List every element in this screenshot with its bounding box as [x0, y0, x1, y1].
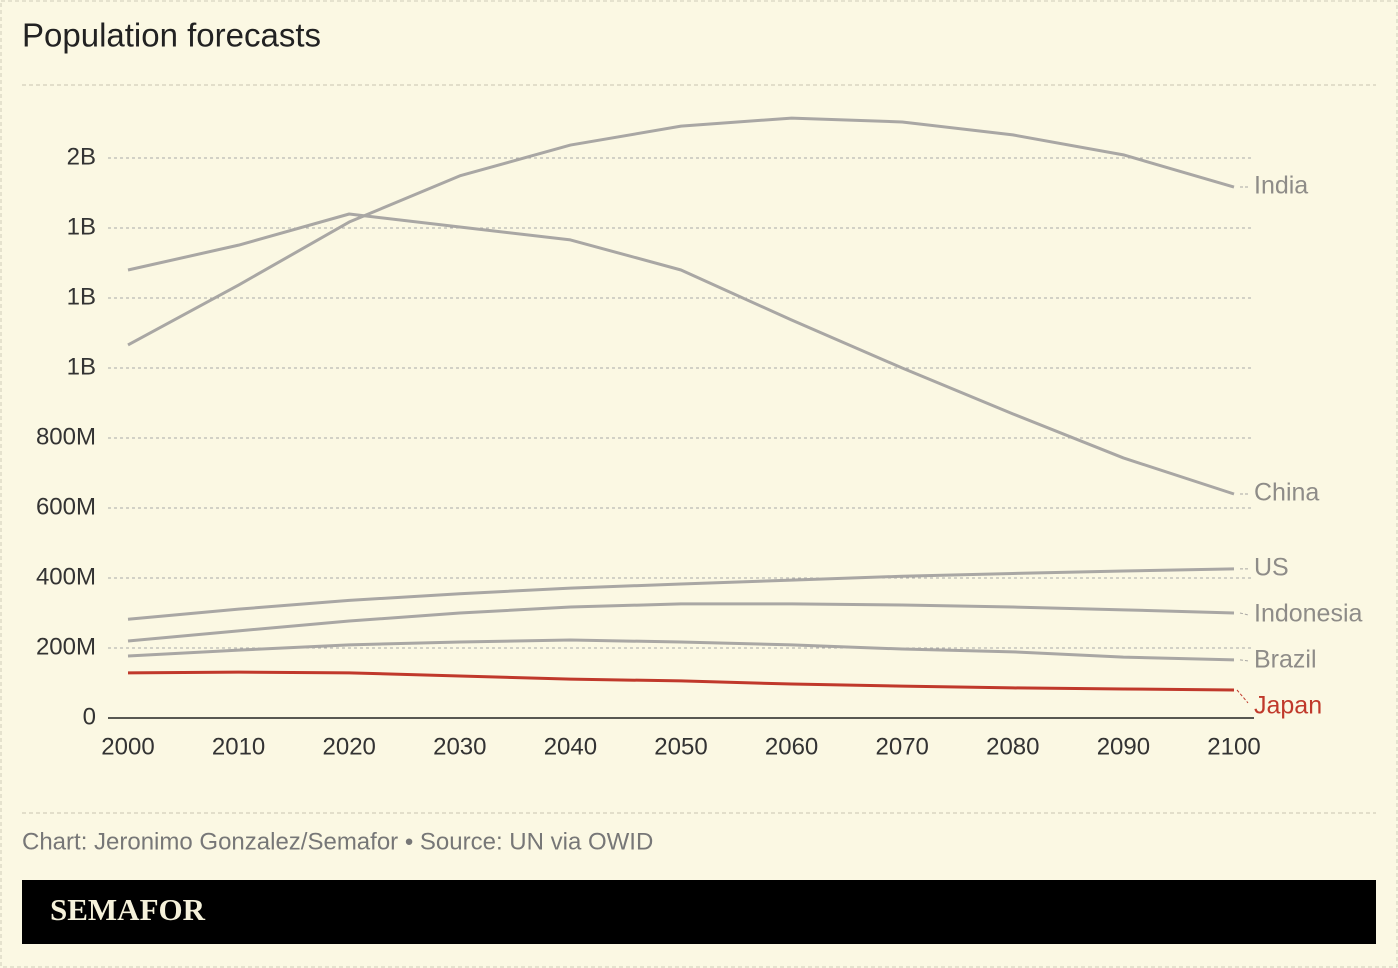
y-tick-label: 2B	[67, 143, 96, 170]
line	[127, 212, 1235, 496]
x-tick-label: 2020	[323, 733, 376, 760]
series-label: Brazil	[1254, 646, 1317, 674]
series-label: India	[1254, 172, 1308, 200]
y-tick-label: 600M	[36, 493, 96, 520]
series-label: China	[1254, 479, 1319, 507]
y-tick-label: 800M	[36, 423, 96, 450]
source: Chart: Jeronimo Gonzalez/Semafor • Sourc…	[22, 828, 653, 855]
x-tick-label: 2030	[433, 733, 486, 760]
brand-bar	[22, 880, 1376, 944]
line	[127, 670, 1235, 692]
line	[127, 567, 1235, 621]
line	[127, 602, 1235, 643]
brand: SEMAFOR	[50, 892, 206, 927]
x-tick-label: 2080	[986, 733, 1039, 760]
y-tick-label: 1B	[67, 213, 96, 240]
x-tick-label: 2090	[1097, 733, 1150, 760]
y-tick-label: 400M	[36, 563, 96, 590]
line	[127, 638, 1235, 662]
series-label: US	[1254, 554, 1289, 582]
y-tick-label: 1B	[67, 283, 96, 310]
leader	[1236, 689, 1249, 704]
y-tick-label: 200M	[36, 633, 96, 660]
leader	[1239, 659, 1249, 662]
y-tick-label: 1B	[67, 353, 96, 380]
series-label: Japan	[1254, 692, 1322, 720]
x-tick-label: 2060	[765, 733, 818, 760]
y-tick-label: 0	[83, 703, 96, 730]
x-tick-label: 2050	[654, 733, 707, 760]
x-tick-label: 2040	[544, 733, 597, 760]
x-tick-label: 2000	[101, 733, 154, 760]
leader	[1239, 612, 1249, 616]
line	[127, 116, 1235, 347]
series-label: Indonesia	[1254, 600, 1363, 628]
x-tick-label: 2070	[876, 733, 929, 760]
chart-title: Population forecasts	[22, 17, 321, 54]
x-tick-label: 2010	[212, 733, 265, 760]
x-tick-label: 2100	[1207, 733, 1260, 760]
